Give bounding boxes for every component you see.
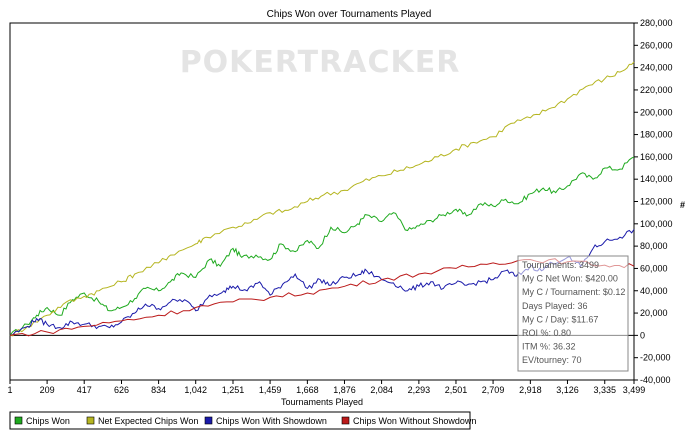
- legend-swatch: [204, 416, 213, 425]
- y-tick-label: 100,000: [640, 219, 673, 229]
- stats-info-lines: Tournaments: 3499 My C Net Won: $420.00 My…: [522, 260, 625, 365]
- stats-info-box-frame: [517, 255, 629, 372]
- y-tick-label: 120,000: [640, 197, 673, 207]
- y-tick-label: 180,000: [640, 130, 673, 140]
- y-tick-label: 20,000: [640, 308, 668, 318]
- stats-info-line: ROI %: 0.80: [522, 328, 571, 338]
- y-tick-label: -20,000: [640, 353, 671, 363]
- y-tick-label: 80,000: [640, 241, 668, 251]
- x-axis-title: Tournaments Played: [281, 397, 363, 407]
- x-tick-label: 1: [7, 385, 12, 395]
- legend-frame: [9, 411, 471, 430]
- x-tick-label: 626: [114, 385, 129, 395]
- x-tick-label: 3,335: [593, 385, 616, 395]
- legend: Chips Won Net Expected Chips Won Chips Won…: [9, 411, 476, 430]
- legend-label: Chips Won Without Showdown: [353, 416, 476, 426]
- stats-info-line: Tournaments: 3499: [522, 260, 599, 270]
- series-line-chips-won: [9, 156, 635, 336]
- y-tick-label: 160,000: [640, 152, 673, 162]
- stats-info-line: My C Net Won: $420.00: [522, 274, 618, 284]
- y-tick-label: 140,000: [640, 174, 673, 184]
- legend-label: Net Expected Chips Won: [98, 416, 198, 426]
- stats-info-line: ITM %: 36.32: [522, 342, 576, 352]
- stats-info-line: EV/tourney: 70: [522, 355, 582, 365]
- x-tick-label: 2,501: [445, 385, 468, 395]
- legend-label: Chips Won: [26, 416, 70, 426]
- legend-swatch: [14, 416, 23, 425]
- y-tick-label: 60,000: [640, 263, 668, 273]
- x-tick-label: 2,293: [408, 385, 431, 395]
- x-tick-label: 1,251: [222, 385, 245, 395]
- x-tick-label: 1,042: [184, 385, 207, 395]
- y-tick-label: 280,000: [640, 18, 673, 28]
- x-tick-label: 3,126: [556, 385, 579, 395]
- legend-items: Chips Won Net Expected Chips Won Chips Won…: [14, 416, 476, 426]
- y-tick-label: 220,000: [640, 85, 673, 95]
- legend-swatch: [341, 416, 350, 425]
- y-tick-label: -40,000: [640, 375, 671, 385]
- x-tick-label: 834: [151, 385, 166, 395]
- y-axis: -40,000 -20,000 0 20,000 40,000 60,000 80,000 1…: [634, 18, 673, 385]
- y-tick-label: 260,000: [640, 40, 673, 50]
- x-axis: 1 209 417 626 834 1,042 1,251 1,459 1,668 1,876 2,…: [7, 380, 645, 395]
- stats-info-line: My C / Day: $11.67: [522, 314, 598, 324]
- legend-swatch: [86, 416, 95, 425]
- x-tick-label: 3,499: [623, 385, 646, 395]
- x-tick-label: 2,709: [482, 385, 505, 395]
- y-tick-label: 240,000: [640, 63, 673, 73]
- legend-label: Chips Won With Showdown: [216, 416, 327, 426]
- y-axis-unit-label: #: [680, 200, 685, 210]
- x-tick-label: 209: [40, 385, 55, 395]
- y-tick-label: 0: [640, 330, 645, 340]
- stats-info-line: Days Played: 36: [522, 301, 588, 311]
- y-tick-label: 40,000: [640, 286, 668, 296]
- x-tick-label: 1,668: [296, 385, 319, 395]
- pokertracker-watermark: POKERTRACKER: [180, 45, 461, 80]
- y-tick-label: 200,000: [640, 107, 673, 117]
- x-tick-label: 2,084: [370, 385, 393, 395]
- chart-title: Chips Won over Tournaments Played: [267, 9, 432, 20]
- stats-info-box: Tournaments: 3499 My C Net Won: $420.00 My…: [517, 255, 629, 372]
- stats-info-line: My C / Tournament: $0.12: [522, 287, 625, 297]
- series-line-net-expected-chips-won: [9, 61, 635, 337]
- x-tick-label: 1,459: [259, 385, 282, 395]
- x-tick-label: 1,876: [333, 385, 356, 395]
- x-tick-label: 2,918: [519, 385, 542, 395]
- x-tick-label: 417: [77, 385, 92, 395]
